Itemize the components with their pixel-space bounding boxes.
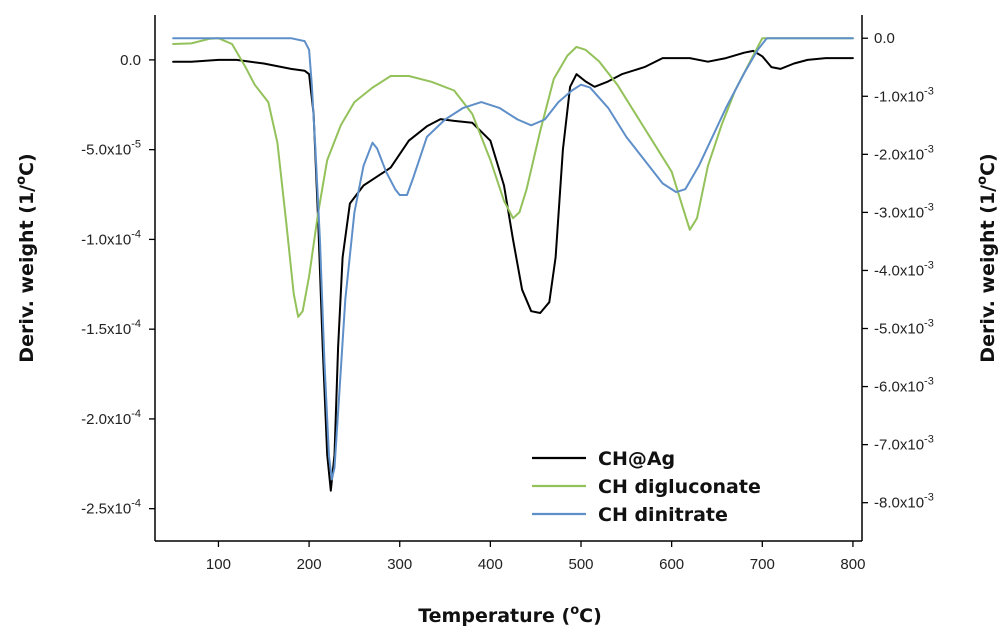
right-y-tick-label: -4.0x10-3 xyxy=(874,259,934,279)
x-tick-label: 800 xyxy=(840,556,865,573)
x-axis-title: Temperature (oC) xyxy=(418,603,602,627)
series-line-ch-digluconate xyxy=(172,37,854,318)
right-y-axis-ticks: 0.0 -1.0x10-3 -2.0x10-3 -3.0x10-3 -4.0x10-3 -… xyxy=(862,30,934,512)
x-tick-label: 700 xyxy=(750,556,775,573)
plot-frame xyxy=(154,15,863,542)
x-tick-label: 300 xyxy=(387,556,412,573)
left-y-tick-label: -5.0x10-5 xyxy=(81,139,141,159)
left-y-axis-ticks: 0.0 -5.0x10-5 -1.0x10-4 -1.5x10-4 -2.0x10-4 -… xyxy=(81,52,155,518)
left-y-tick-label: 0.0 xyxy=(120,52,141,69)
x-axis-ticks: 100 200 300 400 500 600 700 800 xyxy=(206,541,865,573)
series-line-ch-dinitrate xyxy=(172,37,854,481)
legend-label-ch-ag: CH@Ag xyxy=(598,448,675,470)
right-y-tick-label: -6.0x10-3 xyxy=(874,376,934,396)
left-y-tick-label: -2.0x10-4 xyxy=(81,408,141,428)
right-y-axis-title: Deriv. weight (1/oC) xyxy=(975,153,999,362)
right-y-tick-label: -8.0x10-3 xyxy=(874,492,934,512)
left-y-axis-title: Deriv. weight (1/oC) xyxy=(14,153,38,362)
x-tick-label: 400 xyxy=(478,556,503,573)
left-y-tick-label: -2.5x10-4 xyxy=(81,498,141,518)
right-y-tick-label: -1.0x10-3 xyxy=(874,85,934,105)
x-tick-label: 100 xyxy=(206,556,231,573)
left-y-tick-label: -1.0x10-4 xyxy=(81,228,141,248)
right-y-tick-label: 0.0 xyxy=(874,30,895,47)
x-tick-label: 600 xyxy=(659,556,684,573)
right-y-tick-label: -2.0x10-3 xyxy=(874,143,934,163)
x-tick-label: 500 xyxy=(568,556,593,573)
series-lines xyxy=(172,37,854,492)
x-tick-label: 200 xyxy=(297,556,322,573)
legend-label-ch-digluconate: CH digluconate xyxy=(598,476,761,498)
left-y-tick-label: -1.5x10-4 xyxy=(81,318,141,338)
right-y-tick-label: -5.0x10-3 xyxy=(874,318,934,338)
legend-label-ch-dinitrate: CH dinitrate xyxy=(598,504,728,526)
right-y-tick-label: -3.0x10-3 xyxy=(874,201,934,221)
right-y-tick-label: -7.0x10-3 xyxy=(874,434,934,454)
legend: CH@Ag CH digluconate CH dinitrate xyxy=(532,448,761,526)
